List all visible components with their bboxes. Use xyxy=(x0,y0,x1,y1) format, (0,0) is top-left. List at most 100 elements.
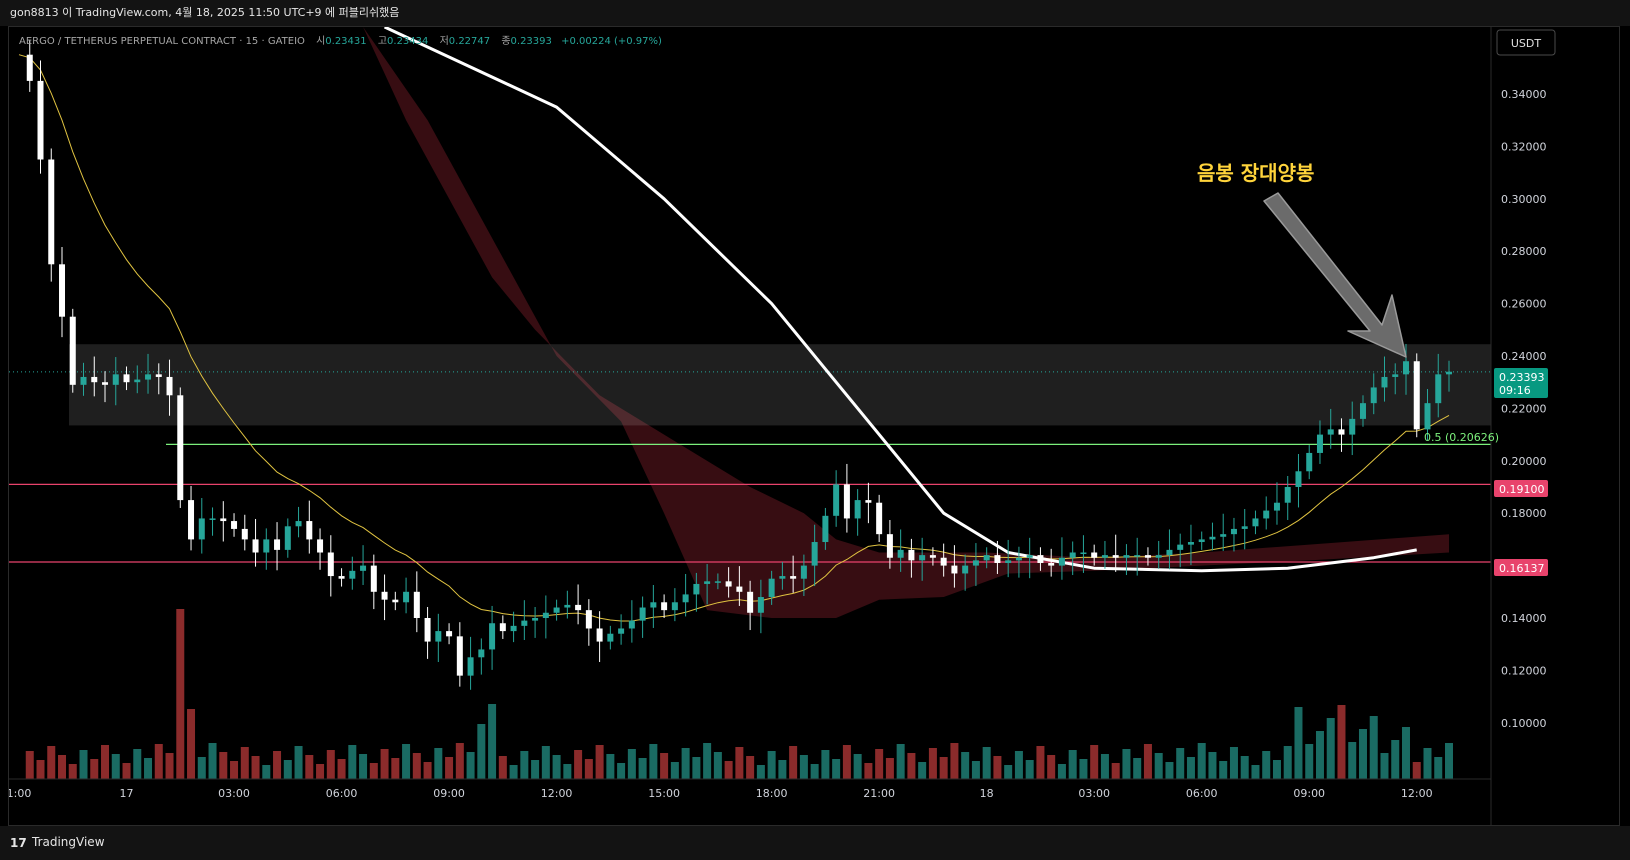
volume-bar xyxy=(294,746,303,779)
volume-bar xyxy=(1229,747,1238,779)
candle-body xyxy=(951,565,958,574)
volume-bar xyxy=(133,749,142,779)
volume-bar xyxy=(1283,746,1292,779)
volume-bar xyxy=(144,758,153,779)
legend-symbol: AERGO / TETHERUS PERPETUAL CONTRACT · 15… xyxy=(19,36,305,47)
y-tick-label: 0.14000 xyxy=(1501,612,1547,625)
countdown-value: 09:16 xyxy=(1499,384,1531,397)
candle-body xyxy=(972,560,979,566)
volume-bar xyxy=(1122,749,1131,779)
volume-bar xyxy=(251,756,260,779)
volume-bar xyxy=(563,764,572,779)
volume-bar xyxy=(1251,765,1260,779)
volume-bar xyxy=(509,765,518,779)
y-tick-label: 0.10000 xyxy=(1501,717,1547,730)
x-tick-label: 09:00 xyxy=(1293,787,1325,800)
volume-bar xyxy=(90,759,99,779)
volume-bar xyxy=(692,757,701,779)
volume-bar xyxy=(58,755,67,779)
volume-bar xyxy=(498,756,507,779)
candle-body xyxy=(1187,542,1194,545)
volume-bar xyxy=(337,759,346,779)
volume-bar xyxy=(316,764,325,779)
candle-body xyxy=(1069,552,1076,558)
candle-body xyxy=(1446,371,1452,375)
volume-bar xyxy=(1143,744,1152,779)
candle-body xyxy=(1392,374,1399,377)
volume-bar xyxy=(1057,764,1066,779)
volume-bar xyxy=(1337,705,1346,779)
volume-bar xyxy=(25,751,34,779)
candle-body xyxy=(693,583,700,595)
candle-body xyxy=(91,376,98,383)
annotation-text: 음봉 장대양봉 xyxy=(1197,161,1314,185)
y-tick-label: 0.34000 xyxy=(1501,88,1547,101)
volume-bar xyxy=(520,751,529,779)
y-tick-label: 0.30000 xyxy=(1501,193,1547,206)
volume-bar xyxy=(1208,752,1217,779)
volume-bar xyxy=(1176,748,1185,779)
volume-bar xyxy=(767,751,776,779)
volume-bar xyxy=(434,748,443,779)
candle-body xyxy=(865,500,872,503)
candle-body xyxy=(510,625,517,632)
candle-body xyxy=(26,54,33,81)
y-tick-label: 0.20000 xyxy=(1501,455,1547,468)
volume-bar xyxy=(36,760,45,779)
publish-line: gon8813 이 TradingView.com, 4월 18, 2025 1… xyxy=(10,6,400,19)
volume-bar xyxy=(79,750,88,779)
candle-body xyxy=(489,623,496,650)
ichimoku-cloud xyxy=(363,27,1450,618)
cloud-layer xyxy=(363,27,1450,618)
candle-body xyxy=(1101,555,1108,558)
candle-body xyxy=(714,581,721,583)
volume-bar xyxy=(1315,731,1324,779)
candle-body xyxy=(134,379,141,383)
candle-body xyxy=(1112,555,1119,558)
candle-body xyxy=(919,555,926,561)
volume-bar xyxy=(875,749,884,779)
candle-body xyxy=(102,382,109,385)
candle-body xyxy=(886,534,893,558)
candle-body xyxy=(317,539,324,553)
volume-bar xyxy=(1391,740,1400,779)
volume-bar xyxy=(423,762,432,779)
candle-body xyxy=(1306,452,1313,472)
volume-bar xyxy=(380,749,389,779)
chart-frame[interactable]: 0.34000 0.32000 0.30000 0.28000 0.26000 0.240… xyxy=(8,26,1620,826)
volume-bar xyxy=(584,759,593,779)
axis-layer: 0.34000 0.32000 0.30000 0.28000 0.26000 0.240… xyxy=(9,27,1547,825)
moving-averages-layer xyxy=(18,27,1450,622)
fib-label: 0.5 (0.20626) xyxy=(1424,431,1499,444)
volume-bar xyxy=(918,762,927,779)
volume-bar xyxy=(606,754,615,779)
candle-body xyxy=(1316,434,1323,453)
volume-bar xyxy=(627,749,636,779)
volume-bar xyxy=(1014,751,1023,779)
candle-body xyxy=(263,539,270,553)
volume-bar xyxy=(531,760,540,779)
candle-body xyxy=(370,565,377,592)
price-chart[interactable]: 0.34000 0.32000 0.30000 0.28000 0.26000 0.240… xyxy=(9,27,1619,825)
y-tick-label: 0.22000 xyxy=(1501,402,1547,415)
candle-body xyxy=(231,521,238,529)
usdt-button[interactable]: USDT xyxy=(1496,29,1556,56)
volume-bar xyxy=(617,763,626,779)
candle-body xyxy=(241,528,248,540)
volume-bar xyxy=(1348,742,1357,779)
volume-bar xyxy=(477,724,486,779)
x-tick-label: 1:00 xyxy=(9,787,31,800)
legend-change: +0.00224 (+0.97%) xyxy=(561,36,662,47)
volume-bar xyxy=(552,755,561,779)
volume-bar xyxy=(799,755,808,779)
candle-body xyxy=(274,539,281,550)
volume-bar xyxy=(1111,763,1120,779)
candle-body xyxy=(381,591,388,600)
volume-bar xyxy=(703,743,712,779)
candle-body xyxy=(704,581,711,584)
candle-body xyxy=(876,502,883,535)
volume-bar xyxy=(971,761,980,779)
volume-bar xyxy=(219,752,228,779)
candle-body xyxy=(80,376,87,385)
legend-low-label: 저 xyxy=(440,35,449,47)
